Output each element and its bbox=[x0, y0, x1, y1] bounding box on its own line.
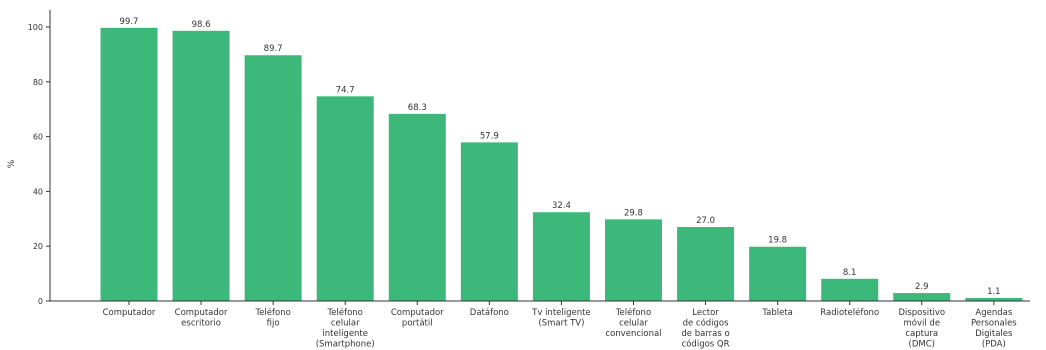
bar-value-label: 2.9 bbox=[915, 282, 929, 292]
bar bbox=[172, 30, 230, 302]
x-tick-label-line: (DMC) bbox=[909, 340, 935, 350]
x-tick-label: Teléfono celular inteligente (Smartphone) bbox=[316, 307, 375, 350]
bar bbox=[316, 96, 374, 302]
x-tick-label-line: (Smart TV) bbox=[538, 319, 584, 329]
bar bbox=[388, 113, 446, 301]
x-tick-label-line: Computador bbox=[391, 308, 444, 318]
bar-value-label: 19.8 bbox=[768, 236, 787, 246]
y-tick-label: 0 bbox=[38, 297, 43, 306]
bar bbox=[965, 297, 1023, 301]
bar bbox=[821, 278, 879, 301]
bar-value-label: 57.9 bbox=[480, 131, 499, 141]
x-tick-label: Tv inteligente (Smart TV) bbox=[531, 308, 591, 329]
x-tick-label-line: celular bbox=[331, 319, 360, 329]
y-axis: 0 20 40 60 80 100 bbox=[28, 10, 51, 306]
x-tick-label-line: Computador bbox=[175, 308, 228, 318]
x-tick-label: Dispositivo móvil de captura (DMC) bbox=[898, 308, 945, 350]
x-tick-label-line: (PDA) bbox=[982, 340, 1006, 350]
bar-value-label: 99.7 bbox=[120, 17, 139, 27]
x-tick-label-line: Agendas bbox=[975, 308, 1012, 318]
x-tick-label-line: portátil bbox=[402, 319, 433, 329]
x-tick-label-line: Teléfono bbox=[615, 307, 651, 318]
bars-group: 99.7 98.6 89.7 74.7 68.3 57.9 32.4 29.8 27.0 19.8… bbox=[100, 17, 1023, 302]
y-tick-label: 60 bbox=[33, 133, 43, 142]
y-axis-label: % bbox=[7, 159, 17, 168]
x-tick-label-line: de barras o bbox=[681, 329, 729, 339]
x-tick-label-line: Teléfono bbox=[254, 307, 290, 318]
x-tick-label: Agendas Personales Digitales (PDA) bbox=[971, 308, 1017, 350]
x-tick-label: Datáfono bbox=[470, 308, 509, 318]
x-tick-label: Lector de códigos de barras o códigos QR bbox=[681, 308, 729, 350]
bar-value-label: 89.7 bbox=[264, 44, 283, 54]
x-tick-label: Computador portátil bbox=[391, 308, 444, 329]
x-tick-label-line: Digitales bbox=[975, 329, 1013, 339]
y-tick-label: 80 bbox=[33, 78, 43, 87]
x-tick-label: Tableta bbox=[761, 308, 793, 318]
bar bbox=[100, 27, 158, 302]
x-tick-label-line: móvil de bbox=[903, 318, 940, 329]
x-tick-label-line: escritorio bbox=[181, 319, 221, 329]
bar bbox=[677, 227, 735, 301]
y-tick-label: 100 bbox=[28, 23, 43, 32]
bar-value-label: 27.0 bbox=[696, 216, 715, 226]
x-tick-label: Teléfono celular convencional bbox=[605, 307, 661, 339]
bar-value-label: 32.4 bbox=[552, 201, 571, 211]
x-tick-label-line: Datáfono bbox=[470, 308, 509, 318]
bar bbox=[532, 212, 590, 301]
bar bbox=[460, 142, 518, 301]
y-tick-label: 40 bbox=[33, 187, 43, 196]
x-tick-label-line: códigos QR bbox=[682, 339, 730, 350]
x-tick-label-line: (Smartphone) bbox=[316, 340, 375, 350]
bar-value-label: 98.6 bbox=[192, 20, 211, 30]
x-tick-label-line: fijo bbox=[267, 319, 280, 329]
bar-value-label: 68.3 bbox=[408, 103, 427, 113]
x-tick-label: Teléfono fijo bbox=[254, 307, 290, 329]
x-tick-label-line: captura bbox=[905, 329, 938, 339]
x-tick-label: Computador escritorio bbox=[175, 308, 228, 329]
bar bbox=[244, 55, 302, 301]
x-tick-label-line: Tableta bbox=[761, 308, 793, 318]
x-tick-label: Radioteléfono bbox=[820, 307, 879, 318]
x-tick-label-line: Personales bbox=[971, 319, 1017, 329]
bar bbox=[893, 293, 951, 301]
x-tick-label-line: convencional bbox=[605, 329, 661, 339]
x-tick-label-line: Teléfono bbox=[327, 307, 363, 318]
bar-value-label: 1.1 bbox=[987, 287, 1001, 297]
x-tick-label-line: Lector bbox=[692, 308, 719, 318]
x-tick-label-line: Computador bbox=[103, 308, 156, 318]
bar-value-label: 74.7 bbox=[336, 85, 355, 95]
x-tick-label-line: Dispositivo bbox=[898, 308, 945, 318]
x-tick-label: Computador bbox=[103, 308, 156, 318]
bar-value-label: 29.8 bbox=[624, 208, 643, 218]
bar bbox=[749, 246, 807, 301]
y-tick-label: 20 bbox=[33, 242, 43, 251]
x-tick-label-line: Tv inteligente bbox=[531, 308, 591, 318]
x-tick-label-line: Radioteléfono bbox=[820, 307, 879, 318]
x-tick-label-line: de códigos bbox=[683, 318, 730, 329]
x-tick-label-line: inteligente bbox=[322, 329, 368, 339]
bar-value-label: 8.1 bbox=[843, 268, 857, 278]
bar bbox=[604, 219, 662, 301]
x-tick-label-line: celular bbox=[619, 319, 648, 329]
